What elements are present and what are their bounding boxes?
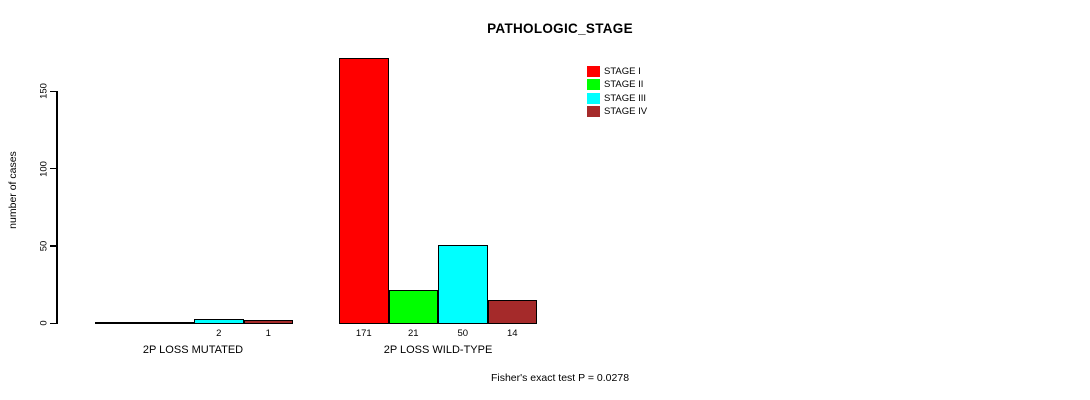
y-tick-label-text: 0 [38,320,50,326]
legend-row-stage-iii: STAGE III [587,92,647,105]
bar-2p-loss-wild-type-stage-iv [487,300,537,324]
bar-value-label-2p-loss-wild-type-stage-iv: 14 [506,328,518,339]
group-label-2p-loss-mutated: 2P LOSS MUTATED [142,344,244,356]
chart-title: PATHOLOGIC_STAGE [487,21,633,36]
legend-row-stage-i: STAGE I [587,65,647,78]
bar-2p-loss-wild-type-stage-iii [438,244,488,324]
legend-swatch-icon [587,106,600,118]
group-label-2p-loss-wild-type: 2P LOSS WILD-TYPE [383,344,493,356]
legend-swatch-icon [587,79,600,91]
y-tick-label-text: 100 [38,160,50,177]
y-tick-label-text: 150 [38,83,50,100]
legend-label: STAGE II [604,79,644,91]
bar-value-label-2p-loss-mutated-stage-iii: 2 [216,328,222,339]
legend: STAGE I STAGE II STAGE III STAGE IV [587,65,647,118]
bar-2p-loss-mutated-stage-iv [243,320,293,324]
y-tick-0 [50,322,57,324]
legend-row-stage-ii: STAGE II [587,78,647,91]
legend-swatch-icon [587,92,600,104]
y-tick-label-text: 50 [38,240,50,252]
y-tick-50 [50,245,57,247]
y-tick-150 [50,90,57,93]
annotation-text: Fisher's exact test P = 0.0278 [490,372,630,384]
y-tick-100 [50,167,57,170]
legend-swatch-icon [587,66,600,78]
legend-label: STAGE IV [604,106,648,118]
bar-value-label-2p-loss-wild-type-stage-i: 171 [355,328,372,339]
bar-2p-loss-wild-type-stage-ii [388,289,438,324]
bar-2p-loss-wild-type-stage-i [339,57,389,324]
bar-value-label-2p-loss-wild-type-stage-iii: 50 [457,328,469,339]
bar-2p-loss-mutated-stage-iii [194,318,244,324]
y-axis-title-text: number of cases [7,151,19,229]
legend-label: STAGE I [604,66,641,78]
bar-value-label-2p-loss-wild-type-stage-ii: 21 [407,328,419,339]
legend-row-stage-iv: STAGE IV [587,105,647,118]
bar-2p-loss-mutated-stage-ii [144,322,194,324]
bar-value-label-2p-loss-mutated-stage-iv: 1 [265,328,271,339]
legend-label: STAGE III [604,92,647,104]
bar-2p-loss-mutated-stage-i [95,322,145,324]
y-axis-line [56,90,58,324]
